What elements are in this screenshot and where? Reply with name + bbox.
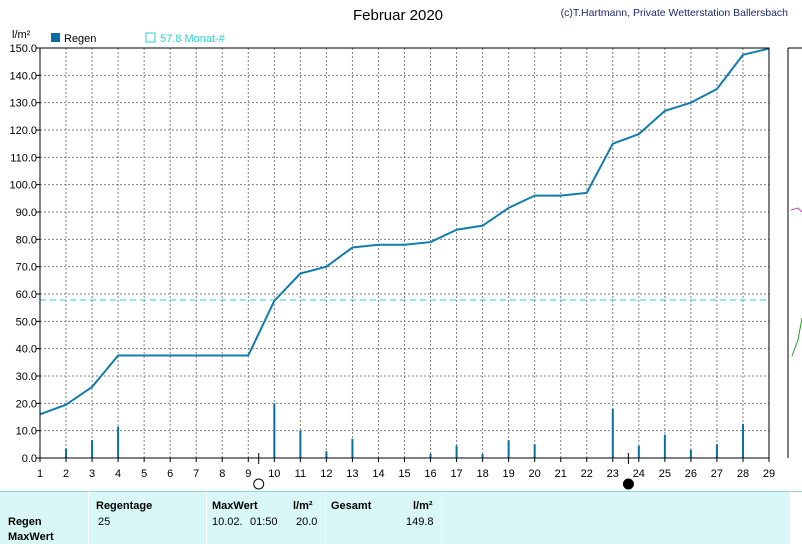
x-tick-label: 11 [295, 468, 306, 480]
rain-bar [455, 445, 458, 458]
rain-bar [429, 453, 432, 458]
y-tick-label: 110.0 [10, 152, 37, 164]
value-max-value: 20.0 [296, 516, 318, 528]
x-axis-ticks: 1 2 3 4 5 6 7 8 9 10 11 12 13 14 15 16 17 18 19 20 21 22 23 24 2… [37, 458, 775, 480]
rain-bar [663, 434, 666, 458]
rain-bar [117, 426, 120, 458]
legend-mean-swatch [145, 32, 156, 43]
x-tick-label: 5 [141, 468, 147, 480]
x-tick-label: 21 [555, 468, 567, 480]
y-axis-ticks: 0.0 10.0 20.0 30.0 40.0 50.0 60.0 70.0 80.0 90.0 1… [9, 43, 40, 465]
y-tick-label: 120.0 [9, 125, 37, 137]
summary-panel: Regen MaxWert Regentage 25 MaxWert l/m² … [0, 491, 802, 544]
y-tick-label: 60.0 [16, 289, 37, 301]
adjacent-panel-fragment [787, 47, 802, 458]
x-tick-label: 9 [245, 468, 251, 480]
y-tick-label: 70.0 [16, 262, 37, 274]
rain-bar [611, 408, 614, 458]
rain-bar [507, 440, 510, 458]
rain-bar [637, 445, 640, 458]
new-moon-icon [622, 478, 634, 490]
rain-bar [65, 448, 68, 458]
x-tick-label: 12 [320, 468, 332, 480]
value-gesamt: 149.8 [406, 516, 434, 528]
x-tick-label: 6 [167, 468, 173, 480]
rain-bar [715, 444, 718, 458]
header-regentage: Regentage [96, 500, 153, 512]
rain-bar [299, 430, 302, 458]
rain-bar [91, 440, 94, 458]
x-tick-label: 24 [633, 468, 645, 480]
x-tick-label: 26 [685, 468, 697, 480]
x-tick-label: 17 [450, 468, 462, 480]
x-tick-label: 7 [193, 468, 199, 480]
x-tick-label: 3 [89, 468, 95, 480]
x-tick-label: 18 [476, 468, 488, 480]
legend-mean-label: 57.8 Monat-# [160, 33, 226, 45]
row-label-regen: Regen [8, 516, 42, 528]
rain-bar [325, 451, 328, 458]
credit-text: (c)T.Hartmann, Private Wetterstation Bal… [561, 7, 789, 19]
rain-bar [273, 403, 276, 458]
header-maxwert-unit: l/m² [293, 500, 313, 512]
x-tick-label: 29 [763, 468, 775, 480]
cumulative-polyline [39, 47, 770, 416]
y-tick-label: 90.0 [16, 207, 37, 219]
x-tick-label: 15 [398, 468, 410, 480]
adjacent-panel-strip [790, 492, 802, 544]
x-tick-label: 20 [529, 468, 541, 480]
y-tick-label: 20.0 [16, 398, 37, 410]
y-axis-label: l/m² [12, 29, 31, 41]
y-tick-label: 140.0 [9, 70, 37, 82]
rain-bars [65, 403, 744, 458]
y-tick-label: 130.0 [9, 98, 37, 110]
y-tick-label: 80.0 [16, 234, 37, 246]
header-gesamt: Gesamt [331, 500, 372, 512]
x-tick-label: 13 [346, 468, 358, 480]
rain-bar [351, 438, 354, 458]
x-tick-label: 10 [268, 468, 280, 480]
full-moon-icon [253, 478, 265, 490]
y-tick-label: 40.0 [16, 344, 37, 356]
rain-bar [741, 423, 744, 458]
y-tick-label: 0.0 [22, 453, 37, 465]
y-tick-label: 100.0 [9, 180, 37, 192]
header-gesamt-unit: l/m² [413, 500, 433, 512]
x-tick-label: 27 [711, 468, 723, 480]
x-tick-label: 22 [581, 468, 593, 480]
cumulative-line [39, 47, 770, 416]
x-tick-label: 4 [115, 468, 121, 480]
value-regentage: 25 [98, 516, 111, 528]
y-tick-label: 30.0 [16, 371, 37, 383]
y-tick-label: 10.0 [16, 426, 37, 438]
x-tick-label: 1 [37, 468, 43, 480]
legend-regen-swatch [51, 33, 60, 42]
x-tick-label: 23 [607, 468, 619, 480]
row-label-maxwert: MaxWert [8, 531, 54, 543]
x-tick-label: 14 [372, 468, 384, 480]
rain-bar [533, 444, 536, 458]
value-max-date: 10.02. [212, 516, 243, 528]
rain-bar [481, 453, 484, 458]
x-tick-label: 2 [63, 468, 69, 480]
grid [40, 48, 769, 458]
x-tick-label: 28 [737, 468, 749, 480]
y-tick-label: 150.0 [9, 43, 37, 55]
x-tick-label: 25 [659, 468, 671, 480]
x-tick-label: 8 [219, 468, 225, 480]
moon-phases [253, 453, 634, 490]
rain-bar [689, 449, 692, 458]
rain-chart: 0.0 10.0 20.0 30.0 40.0 50.0 60.0 70.0 80.0 90.0 1… [9, 7, 802, 490]
legend-regen-label: Regen [64, 33, 96, 45]
x-tick-label: 16 [424, 468, 436, 480]
chart-title: Februar 2020 [353, 7, 443, 24]
x-tick-label: 19 [503, 468, 515, 480]
y-tick-label: 50.0 [16, 316, 37, 328]
header-maxwert: MaxWert [212, 500, 258, 512]
value-max-time: 01:50 [250, 516, 278, 528]
